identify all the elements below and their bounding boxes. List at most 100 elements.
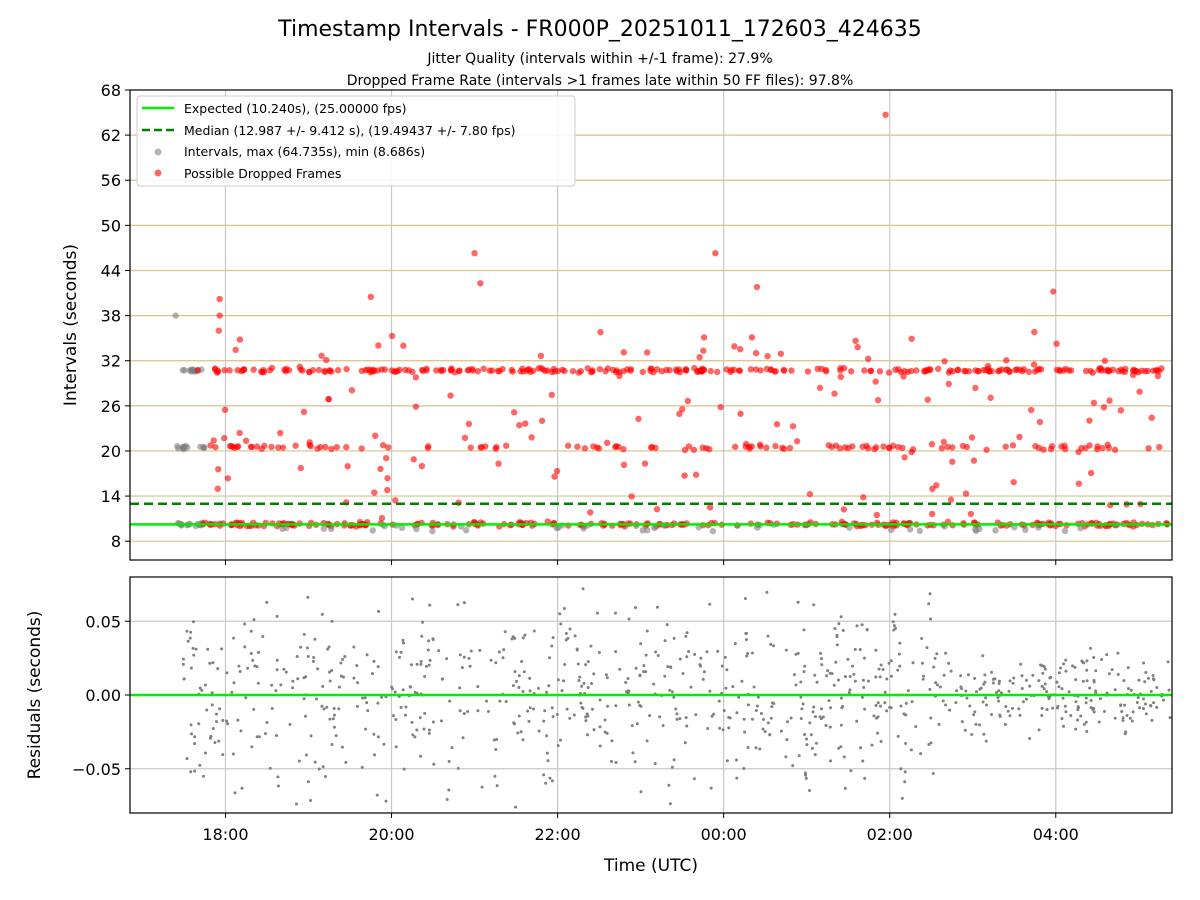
residual-point [249, 652, 253, 656]
residual-point [735, 711, 739, 715]
residual-point [876, 731, 880, 735]
interval-point [754, 524, 761, 531]
residual-point [1076, 708, 1080, 712]
residual-point [725, 668, 729, 672]
residual-point [863, 776, 867, 780]
residual-point [560, 689, 564, 693]
residual-point [827, 699, 831, 703]
residual-point [445, 797, 449, 801]
residual-point [1067, 690, 1071, 694]
residual-point [672, 758, 676, 762]
dropped-frame-point [975, 367, 982, 375]
residual-point [542, 719, 546, 723]
dropped-frame-point [461, 434, 469, 442]
dropped-frame-point [967, 510, 975, 518]
dropped-frame-point [789, 423, 797, 430]
residual-point [428, 603, 432, 607]
dropped-frame-point [788, 367, 795, 374]
dropped-frame-point [620, 461, 628, 469]
residual-point [1010, 706, 1014, 710]
residual-point [556, 744, 560, 748]
residual-point [1121, 716, 1125, 720]
residual-point [744, 638, 748, 642]
residual-point [765, 590, 769, 594]
residual-point [551, 715, 555, 719]
residual-point [769, 716, 773, 720]
residual-point [517, 685, 521, 689]
dropped-frame-point [994, 368, 1002, 375]
residual-point [193, 735, 197, 739]
dropped-frame-point [658, 367, 666, 375]
dropped-frame-point [1106, 397, 1113, 404]
residual-point [887, 661, 891, 665]
residual-point [1062, 662, 1066, 666]
residual-point [1088, 686, 1092, 690]
residual-point [458, 653, 462, 657]
residual-point [984, 739, 988, 743]
residual-point [327, 645, 331, 649]
dropped-frame-point [369, 368, 376, 375]
dropped-frame-point [666, 367, 673, 374]
residual-point [982, 682, 986, 686]
dropped-frame-point [212, 444, 219, 451]
residual-point [439, 719, 443, 723]
residual-point [337, 707, 341, 711]
residual-point [239, 729, 243, 733]
residual-point [794, 683, 798, 687]
residual-point [1063, 704, 1067, 708]
residual-point [521, 690, 525, 694]
residual-point [316, 667, 320, 671]
residual-point [249, 629, 253, 633]
residual-point [820, 663, 824, 667]
interval-point [398, 524, 406, 532]
residual-point [502, 648, 506, 652]
x-tick-label: 18:00 [202, 825, 248, 844]
dropped-frame-point [1006, 368, 1013, 375]
residual-point [1051, 706, 1055, 710]
residual-point [898, 664, 902, 668]
residual-point [685, 655, 689, 659]
dropped-frame-point [538, 417, 546, 424]
residual-point [265, 600, 269, 604]
residual-point [450, 746, 454, 750]
residual-point [306, 780, 310, 784]
interval-point [462, 527, 470, 534]
residual-point [501, 656, 505, 660]
residual-point [959, 674, 963, 678]
residual-point [990, 712, 994, 716]
dropped-frame-point [381, 366, 389, 373]
residual-point [299, 645, 303, 649]
residual-point [648, 714, 652, 718]
residual-point [291, 679, 295, 683]
residual-point [1017, 707, 1021, 711]
residual-point [701, 677, 705, 681]
residual-point [1085, 668, 1089, 672]
legend-box [136, 95, 576, 187]
residual-point [1047, 697, 1051, 701]
residual-point [189, 723, 193, 727]
residual-point [826, 669, 830, 673]
interval-point [639, 527, 646, 534]
residual-point [322, 707, 326, 711]
residual-point [276, 784, 280, 788]
residual-point [603, 718, 607, 722]
top-y-tick-label: 44 [101, 261, 121, 280]
residual-point [284, 670, 288, 674]
dropped-frame-point [679, 406, 686, 413]
residual-point [872, 714, 876, 718]
residual-point [218, 707, 222, 711]
residual-point [1141, 697, 1145, 701]
dropped-frame-point [1152, 367, 1160, 374]
dropped-frame-point [840, 506, 848, 513]
residual-point [750, 651, 754, 655]
residual-point [1137, 678, 1141, 682]
residual-point [935, 652, 939, 656]
residual-point [848, 688, 852, 692]
residual-point [1136, 696, 1140, 700]
dropped-frame-point [908, 448, 915, 456]
residual-point [605, 731, 609, 735]
residual-point [461, 736, 465, 740]
residual-point [1167, 688, 1171, 692]
residual-point [246, 666, 250, 670]
dropped-frame-point [1148, 414, 1155, 421]
